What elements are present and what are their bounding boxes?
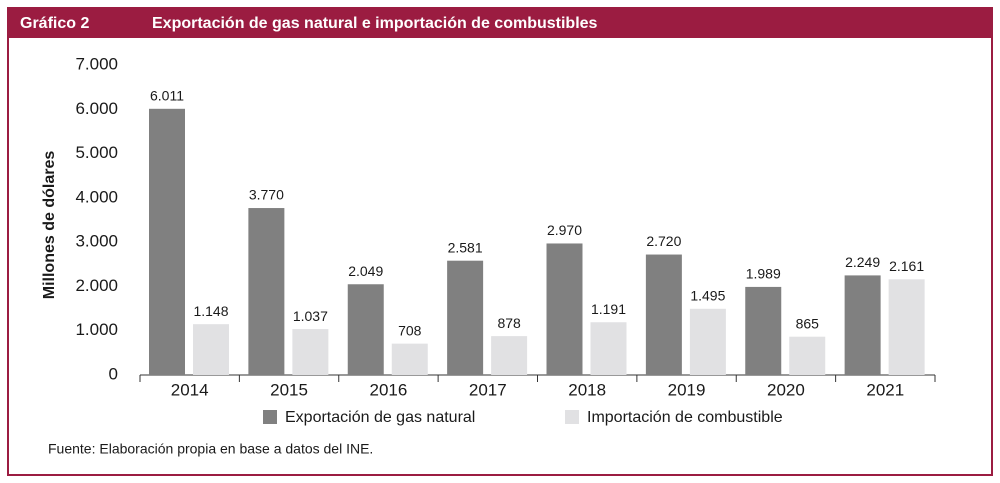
bar bbox=[789, 336, 826, 375]
data-label: 2.970 bbox=[547, 222, 582, 238]
bar bbox=[447, 260, 484, 375]
data-label: 1.037 bbox=[293, 308, 328, 324]
data-label: 2.720 bbox=[646, 233, 681, 249]
y-tick-label: 7.000 bbox=[75, 54, 118, 73]
y-tick-label: 2.000 bbox=[75, 276, 118, 295]
y-axis-label: Millones de dólares bbox=[41, 151, 58, 300]
data-label: 2.581 bbox=[448, 239, 483, 255]
chart-title: Exportación de gas natural e importación… bbox=[152, 15, 598, 32]
y-tick-label: 6.000 bbox=[75, 99, 118, 118]
data-label: 2.161 bbox=[889, 258, 924, 274]
data-label: 1.148 bbox=[193, 303, 228, 319]
data-label: 1.989 bbox=[746, 266, 781, 282]
bar bbox=[149, 108, 185, 375]
data-label: 3.770 bbox=[249, 187, 284, 203]
source-note: Fuente: Elaboración propia en base a dat… bbox=[48, 441, 373, 457]
x-tick-label: 2016 bbox=[370, 380, 408, 399]
y-tick-label: 5.000 bbox=[75, 143, 118, 162]
bar bbox=[347, 284, 384, 375]
bar bbox=[491, 336, 528, 375]
figure-label: Gráfico 2 bbox=[20, 15, 89, 32]
x-tick-label: 2017 bbox=[469, 380, 507, 399]
bar bbox=[888, 279, 925, 375]
bar bbox=[745, 286, 782, 375]
bar bbox=[590, 322, 627, 375]
x-tick-label: 2019 bbox=[668, 380, 706, 399]
data-label: 865 bbox=[796, 315, 820, 331]
x-tick-label: 2020 bbox=[767, 380, 805, 399]
bar bbox=[689, 308, 726, 375]
x-tick-label: 2018 bbox=[568, 380, 606, 399]
bar bbox=[193, 324, 229, 375]
x-tick-label: 2015 bbox=[270, 380, 308, 399]
y-tick-label: 0 bbox=[109, 364, 118, 383]
header-bar bbox=[8, 8, 992, 38]
data-label: 708 bbox=[398, 322, 422, 338]
data-label: 2.049 bbox=[348, 263, 383, 279]
y-tick-label: 3.000 bbox=[75, 232, 118, 251]
x-tick-label: 2021 bbox=[866, 380, 904, 399]
x-tick-label: 2014 bbox=[171, 380, 209, 399]
data-label: 878 bbox=[497, 315, 521, 331]
bar bbox=[292, 329, 329, 375]
bar bbox=[391, 343, 428, 375]
data-label: 1.191 bbox=[591, 301, 626, 317]
data-label: 6.011 bbox=[150, 88, 184, 104]
legend-swatch bbox=[263, 410, 277, 424]
y-tick-label: 1.000 bbox=[75, 320, 118, 339]
bar bbox=[645, 254, 682, 375]
legend-label: Importación de combustible bbox=[587, 409, 783, 426]
bar bbox=[248, 208, 285, 375]
legend-label: Exportación de gas natural bbox=[285, 409, 475, 426]
y-tick-label: 4.000 bbox=[75, 187, 118, 206]
data-label: 2.249 bbox=[845, 254, 880, 270]
legend-swatch bbox=[565, 410, 579, 424]
bar bbox=[546, 243, 583, 375]
bar bbox=[844, 275, 881, 375]
data-label: 1.495 bbox=[690, 287, 725, 303]
